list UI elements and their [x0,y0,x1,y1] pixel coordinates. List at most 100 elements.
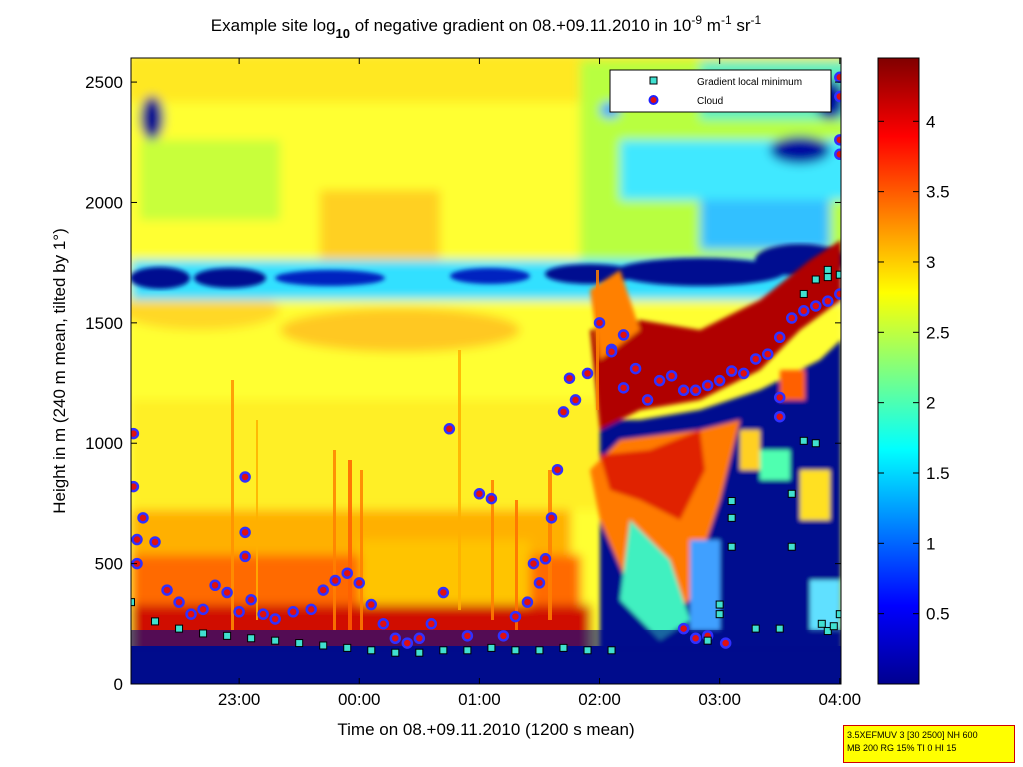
cloud-point [317,584,329,596]
cloud-point [677,622,690,635]
gradient-min-point [223,631,232,640]
info-line-2: MB 200 RG 15% TI 0 HI 15 [847,743,957,753]
gradient-min-point [727,497,736,506]
cloud-point [725,365,738,377]
colorbar-tick-label: 0.5 [926,605,950,624]
cloud-point [527,557,540,570]
cloud-point [761,348,774,360]
y-tick-label: 500 [95,555,123,574]
gradient-min-point [823,627,832,636]
cloud-point [834,148,841,161]
cloud-point [689,384,702,397]
y-axis-label: Height in m (240 m mean, tilted by 1°) [50,228,69,514]
cloud-point [377,618,390,630]
cloud-point [239,471,251,483]
y-tick-label: 2500 [85,73,123,92]
gradient-min-point [787,542,796,551]
cloud-point [834,288,841,300]
cloud-point [569,394,582,406]
cloud-point [131,427,140,440]
gradient-min-point [463,646,472,655]
gradient-min-point [199,629,208,638]
cloud-point [545,512,558,524]
cloud-point [389,632,402,645]
cloud-point [689,632,702,645]
cloud-point [798,305,810,317]
cloud-point [443,423,456,435]
gradient-min-point [607,646,616,655]
gradient-min-point [835,610,841,619]
cloud-point [287,606,299,618]
cloud-point [834,71,841,84]
gradient-min-point [343,643,352,652]
cloud-point [533,577,546,589]
gradient-min-point [131,598,135,607]
cloud-point [353,577,366,589]
gradient-min-point [829,622,838,631]
cloud-point [329,574,341,587]
cloud-point [233,606,245,618]
gradient-min-point [583,646,592,655]
gradient-min-point [535,646,544,655]
cloud-point [461,630,474,642]
cloud-point [425,618,438,630]
gradient-min-point [751,624,760,633]
gradient-min-point [715,600,724,609]
gradient-min-point [817,619,826,628]
gradient-min-point [799,436,808,445]
gradient-min-point [835,270,841,279]
gradient-min-point [715,610,724,619]
cloud-point [473,488,486,500]
cloud-point [749,353,762,365]
cloud-point [551,463,564,476]
cloud-point [677,384,690,397]
x-tick-label: 02:00 [578,690,621,709]
gradient-min-point [811,439,820,448]
series-markers [131,71,841,657]
gradient-min-point [703,636,712,645]
gradient-min-point [295,639,304,648]
gradient-min-point [559,643,568,652]
legend-circle-marker [648,95,659,105]
cloud-point [137,512,149,524]
x-tick-label: 23:00 [218,690,261,709]
info-line-1: 3.5XEFMUV 3 [30 2500] NH 600 [847,730,978,740]
colorbar-tick-label: 1.5 [926,464,950,483]
cloud-point [305,603,317,616]
cloud-point [773,331,786,344]
y-tick-label: 0 [114,675,123,694]
cloud-point [701,379,714,392]
gradient-min-point [271,636,280,645]
cloud-point [401,637,414,649]
cloud-point [239,526,251,539]
cloud-point [497,630,510,642]
cloud-point [629,362,642,375]
gradient-min-point [319,641,328,650]
cloud-point [785,312,798,324]
x-tick-label: 00:00 [338,690,381,709]
colorbar: 0.5 1 1.5 2 2.5 3 3.5 4 [877,57,950,685]
cloud-point [653,374,666,387]
cloud-point [737,367,750,380]
gradient-min-point [823,273,832,282]
cloud-point [719,637,732,649]
colorbar-tick-label: 3.5 [926,183,950,202]
chart-title: Example site log10 of negative gradient … [211,13,762,41]
legend-square-marker [649,76,658,85]
gradient-min-point [247,634,256,643]
gradient-min-point [391,648,400,657]
gradient-min-point [775,624,784,633]
cloud-point [810,300,822,312]
cloud-point [563,372,576,384]
x-tick-label: 01:00 [458,690,501,709]
cloud-point [593,317,606,329]
y-tick-label: 2000 [85,193,123,212]
cloud-point [185,608,197,620]
cloud-point [557,406,570,418]
cloud-point [239,550,251,563]
colorbar-tick-label: 4 [926,112,935,131]
cloud-point [413,632,426,645]
gradient-min-point [823,265,832,274]
cloud-point [131,480,140,493]
